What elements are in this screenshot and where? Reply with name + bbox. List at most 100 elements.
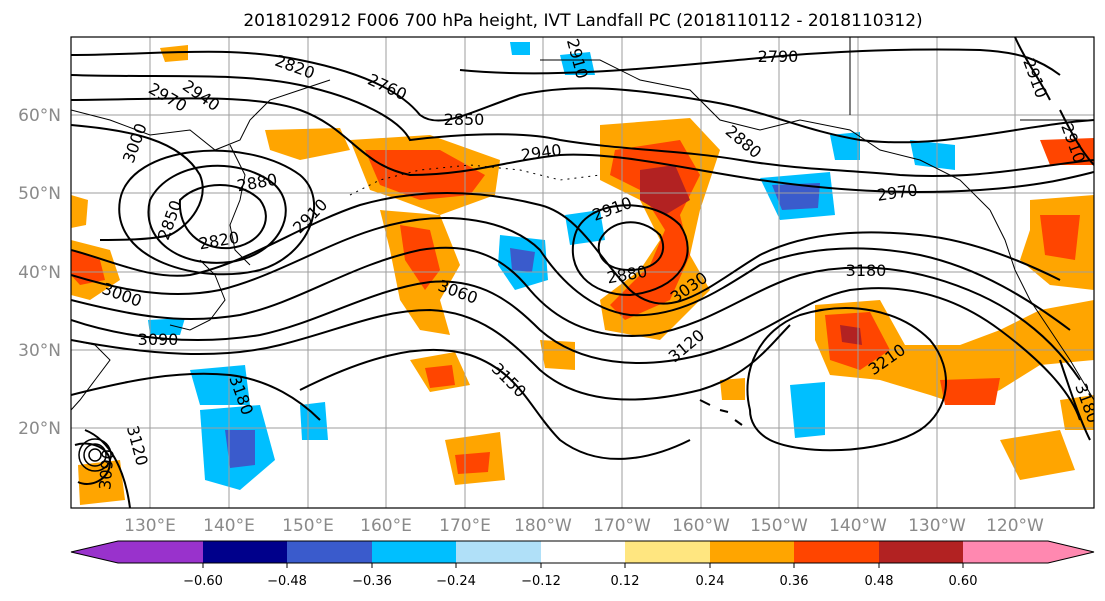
lon-label: 160°E: [360, 516, 412, 536]
ivt-negative-region: [910, 140, 955, 170]
ivt-negative-region: [560, 52, 595, 75]
map-content: 2790 2820 2760 2970 2940 3000 2850 2880 …: [71, 37, 1094, 508]
ivt-positive-region: [78, 460, 125, 505]
border-usa-canada: [849, 37, 1094, 121]
lon-label: 140°W: [829, 516, 887, 536]
ivt-negative-region: [300, 402, 328, 440]
contour-label: 2850: [444, 110, 485, 129]
contour-line: [71, 74, 1094, 178]
cyclone-rings: [78, 438, 112, 472]
ivt-negative-region: [510, 42, 530, 55]
ivt-negative-region: [148, 318, 185, 335]
ivt-positive-region: [71, 195, 88, 228]
colorbar-segment: [879, 541, 963, 563]
contour-line: [71, 246, 1081, 381]
colorbar-segment: [203, 541, 287, 563]
colorbar-segment: [1048, 541, 1094, 563]
colorbar-segment: [794, 541, 879, 563]
contour-label: 3090: [95, 448, 117, 490]
lat-label-30: 30°N: [18, 341, 61, 361]
lat-label-60: 60°N: [18, 106, 61, 126]
ivt-positive-region: [71, 250, 105, 285]
contour-line: [71, 50, 1094, 144]
lon-label: 120°W: [986, 516, 1044, 536]
ivt-negative-region: [790, 382, 825, 438]
contour-line: [118, 149, 316, 276]
ivt-positive-region: [160, 45, 188, 62]
lon-label: 180°W: [514, 516, 572, 536]
contour-line: [71, 97, 1094, 193]
ivt-positive-region: [640, 165, 690, 215]
contour-line: [1059, 109, 1094, 166]
lon-label: 130°E: [124, 516, 176, 536]
contour-line: [71, 124, 204, 241]
colorbar-tick-label: 0.60: [949, 574, 978, 589]
colorbar-tick-label: −0.60: [183, 574, 223, 589]
colorbar-segment: [118, 541, 203, 563]
contour-line: [459, 48, 1061, 76]
colorbar-tick-label: 0.48: [865, 574, 894, 589]
colorbar-tick-label: 0.24: [696, 574, 725, 589]
lon-label: 130°W: [908, 516, 966, 536]
coastline-japan: [169, 259, 226, 331]
contour-label: 3180: [846, 261, 887, 280]
colorbar-segment: [710, 541, 794, 563]
graticule: [71, 37, 1094, 508]
colorbar-tick-label: −0.12: [521, 574, 561, 589]
colorbar-tick-label: −0.36: [352, 574, 392, 589]
hawaii: [699, 399, 743, 426]
colorbar-segment: [541, 541, 625, 563]
ivt-positive-region: [540, 340, 575, 370]
colorbar-segment: [287, 541, 372, 563]
map-frame: [70, 36, 1095, 509]
coastlines: [71, 37, 1094, 426]
ivt-negative-region: [772, 183, 820, 210]
latitude-labels: 60°N 50°N 40°N 30°N 20°N: [18, 106, 61, 439]
longitude-labels: 130°E 140°E 150°E 160°E 170°E 180°W 170°…: [124, 516, 1044, 536]
ivt-negative-region: [225, 430, 255, 468]
colorbar-segment: [372, 541, 456, 563]
colorbar-segment: [963, 541, 1048, 563]
contour-line: [71, 217, 1071, 331]
lat-label-40: 40°N: [18, 263, 61, 283]
ivt-positive-region: [400, 225, 440, 290]
lon-label: 150°E: [282, 516, 334, 536]
contour-line: [84, 429, 131, 508]
contour-line: [71, 372, 321, 421]
contour-line: [746, 307, 947, 452]
lon-label: 140°E: [203, 516, 255, 536]
contour-line: [71, 192, 1061, 305]
lon-label: 170°E: [439, 516, 491, 536]
lon-label: 160°W: [672, 516, 730, 536]
ivt-positive-region: [720, 378, 745, 400]
colorbar-segment: [625, 541, 710, 563]
lon-label: 170°W: [593, 516, 651, 536]
lat-label-20: 20°N: [18, 419, 61, 439]
figure-title: 2018102912 F006 700 hPa height, IVT Land…: [243, 11, 922, 31]
ivt-positive-region: [455, 452, 490, 474]
ivt-negative-region: [510, 248, 535, 272]
contour-line: [571, 204, 689, 297]
coastline-alaska: [540, 59, 991, 211]
lon-label: 150°W: [750, 516, 808, 536]
colorbar: −0.60 −0.48 −0.36 −0.24 −0.12 0.12 0.24 …: [70, 540, 1095, 589]
colorbar-tick-label: −0.48: [267, 574, 307, 589]
contour-line: [299, 348, 691, 460]
lat-label-50: 50°N: [18, 184, 61, 204]
coastline-kamchatka: [229, 144, 251, 266]
coastline-canada: [989, 209, 1094, 401]
ivt-positive-region: [425, 365, 455, 388]
colorbar-tick-label: 0.36: [780, 574, 809, 589]
ivt-positive-region: [815, 300, 1094, 405]
colorbar-segment: [456, 541, 541, 563]
ivt-positive-region: [1000, 430, 1075, 480]
contour-line: [1014, 37, 1051, 101]
contour-line: [71, 308, 791, 401]
colorbar-tick-label: −0.24: [436, 574, 476, 589]
contour-line: [178, 184, 267, 250]
colorbar-outline: [70, 540, 1095, 564]
contour-label: 3090: [138, 330, 179, 349]
colorbar-segment: [71, 541, 118, 563]
coastline-asia: [71, 79, 331, 151]
ivt-positive-region: [940, 378, 1000, 405]
